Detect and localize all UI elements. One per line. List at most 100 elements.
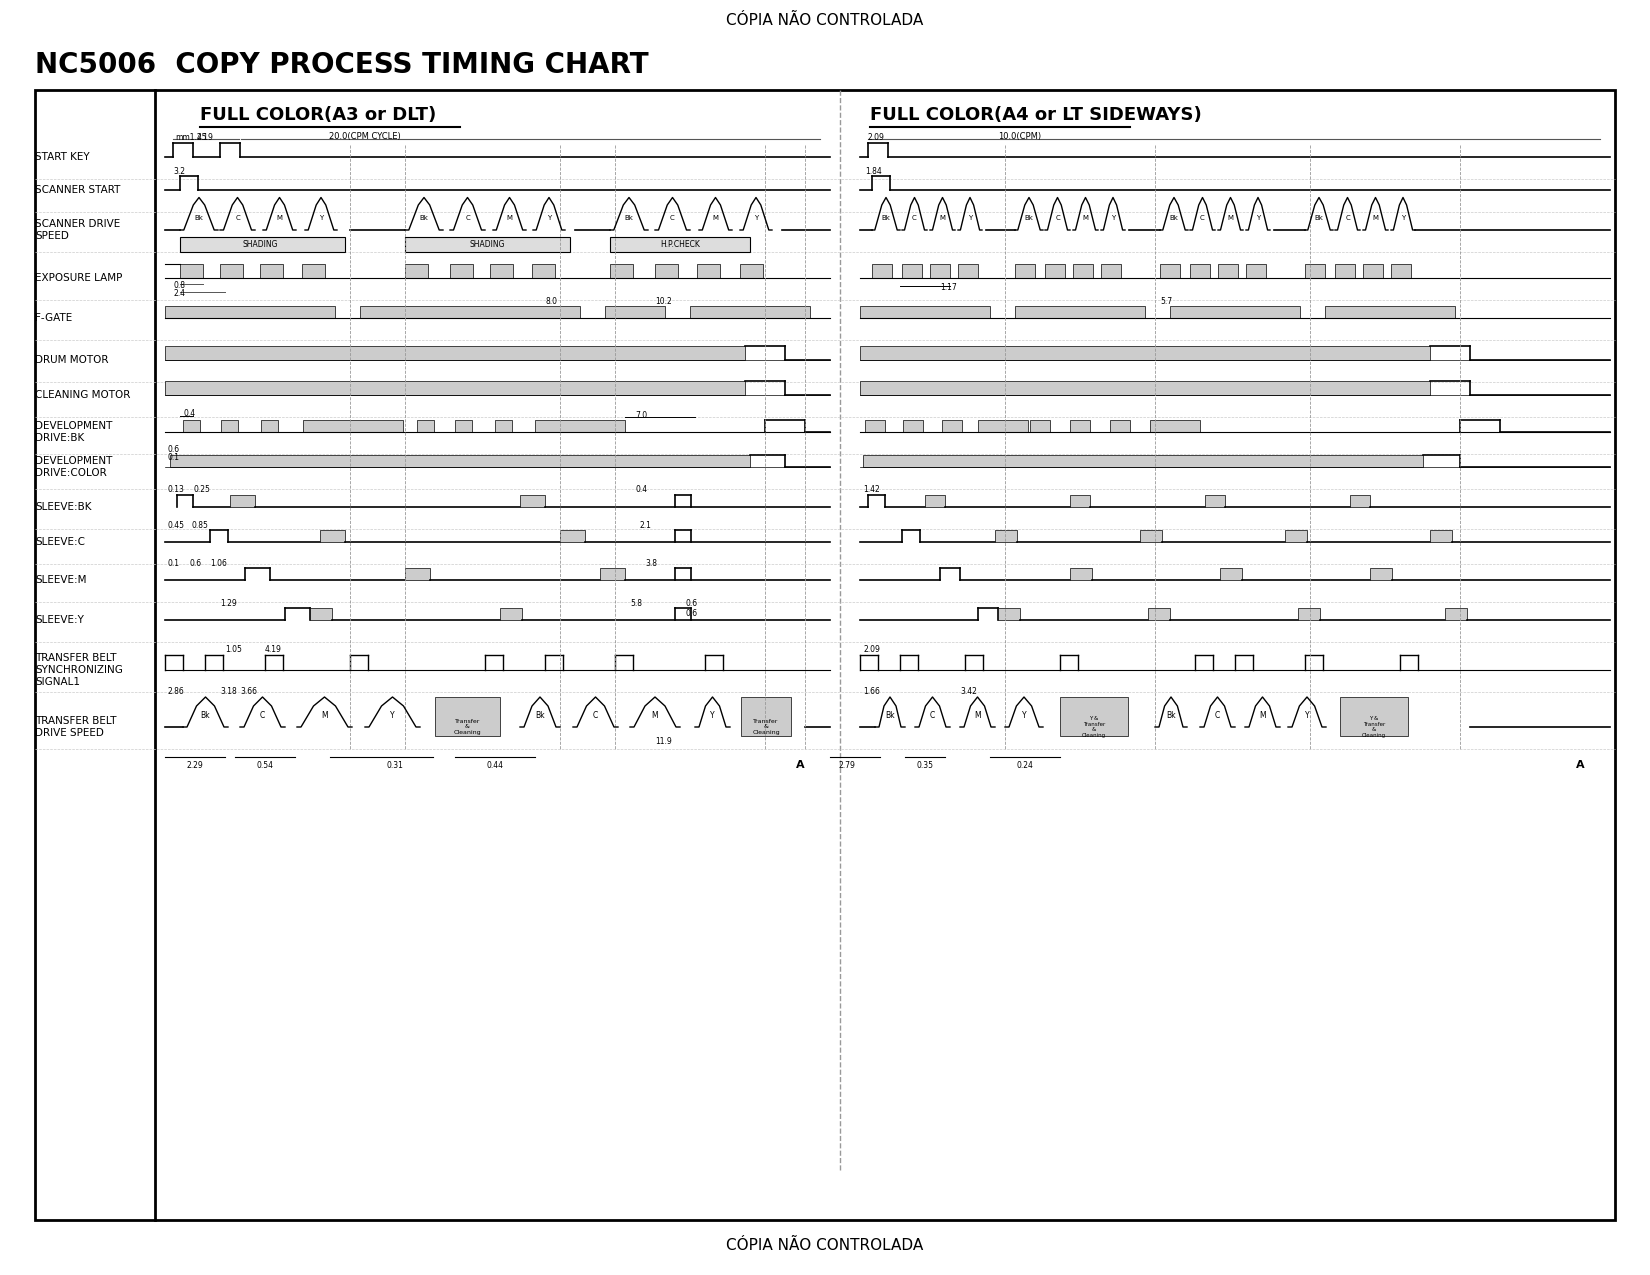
Text: TRANSFER BELT
DRIVE SPEED: TRANSFER BELT DRIVE SPEED xyxy=(35,717,117,738)
Text: SLEEVE:BK: SLEEVE:BK xyxy=(35,502,91,513)
Text: 7.0: 7.0 xyxy=(635,411,647,419)
Bar xyxy=(1370,567,1393,580)
Text: 0.44: 0.44 xyxy=(487,760,503,770)
Bar xyxy=(942,419,962,432)
Bar xyxy=(1110,419,1130,432)
Bar xyxy=(360,306,581,317)
Bar xyxy=(1391,264,1411,278)
Text: Bk: Bk xyxy=(1315,214,1323,221)
Text: 2.09: 2.09 xyxy=(863,645,879,654)
Bar xyxy=(610,237,751,252)
Text: Y: Y xyxy=(1401,214,1406,221)
Text: Y: Y xyxy=(1305,710,1310,719)
Text: START KEY: START KEY xyxy=(35,152,89,162)
Bar xyxy=(1218,264,1238,278)
Text: C: C xyxy=(261,710,266,719)
Bar xyxy=(1340,697,1407,736)
Text: 1.17: 1.17 xyxy=(940,283,957,292)
Text: C: C xyxy=(1200,214,1204,221)
Text: Bk: Bk xyxy=(1025,214,1033,221)
Text: Y: Y xyxy=(1256,214,1261,221)
Text: DRUM MOTOR: DRUM MOTOR xyxy=(35,354,109,365)
Text: NC5006  COPY PROCESS TIMING CHART: NC5006 COPY PROCESS TIMING CHART xyxy=(35,51,648,79)
Text: 0.85: 0.85 xyxy=(191,520,210,529)
Bar xyxy=(310,608,332,620)
Text: SHADING: SHADING xyxy=(243,240,277,249)
Bar xyxy=(1204,495,1224,507)
Bar xyxy=(436,697,500,736)
Text: SHADING: SHADING xyxy=(469,240,505,249)
Bar xyxy=(1069,567,1092,580)
Bar xyxy=(1350,495,1369,507)
Bar xyxy=(559,530,586,542)
Text: 8.0: 8.0 xyxy=(544,297,558,306)
Text: M: M xyxy=(1259,710,1266,719)
Text: 2.4: 2.4 xyxy=(173,289,185,298)
Text: 2.09: 2.09 xyxy=(868,133,884,142)
Bar xyxy=(1299,608,1320,620)
Text: Bk: Bk xyxy=(1170,214,1178,221)
Bar xyxy=(417,419,434,432)
Text: Bk: Bk xyxy=(625,214,634,221)
Text: CÓPIA NÃO CONTROLADA: CÓPIA NÃO CONTROLADA xyxy=(726,13,924,28)
Bar xyxy=(165,381,746,395)
Text: Bk: Bk xyxy=(881,214,891,221)
Text: M: M xyxy=(322,710,328,719)
Text: C: C xyxy=(1345,214,1350,221)
Text: 0.25: 0.25 xyxy=(193,484,210,493)
Text: Y: Y xyxy=(969,214,972,221)
Bar xyxy=(1285,530,1307,542)
Text: M: M xyxy=(277,214,282,221)
Text: 10.2: 10.2 xyxy=(655,297,672,306)
Text: 1.06: 1.06 xyxy=(210,558,228,567)
Bar xyxy=(1445,608,1467,620)
Text: 0.45: 0.45 xyxy=(168,520,185,529)
Text: C: C xyxy=(912,214,917,221)
Bar xyxy=(610,264,634,278)
Bar xyxy=(404,567,431,580)
Bar xyxy=(1246,264,1266,278)
Text: Y: Y xyxy=(389,710,394,719)
Bar xyxy=(1325,306,1455,317)
Text: Bk: Bk xyxy=(201,710,210,719)
Bar xyxy=(1170,306,1300,317)
Text: Y &
Transfer
&
Cleaning: Y & Transfer & Cleaning xyxy=(1082,715,1106,738)
Text: A: A xyxy=(795,760,804,770)
Text: C: C xyxy=(465,214,470,221)
Bar xyxy=(495,419,512,432)
Bar xyxy=(998,608,1020,620)
Bar xyxy=(404,264,427,278)
Text: 10.0(CPM): 10.0(CPM) xyxy=(998,133,1041,142)
Bar xyxy=(302,264,325,278)
Bar xyxy=(741,697,790,736)
Bar xyxy=(1015,264,1035,278)
Bar xyxy=(261,419,277,432)
Bar xyxy=(655,264,678,278)
Bar xyxy=(304,419,403,432)
Bar xyxy=(1140,530,1162,542)
Bar xyxy=(520,495,544,507)
Text: Y &
Transfer
&
Cleaning: Y & Transfer & Cleaning xyxy=(1361,715,1386,738)
Text: 11.9: 11.9 xyxy=(655,737,672,746)
Text: DEVELOPMENT
DRIVE:COLOR: DEVELOPMENT DRIVE:COLOR xyxy=(35,456,112,478)
Bar xyxy=(229,495,256,507)
Text: C: C xyxy=(1214,710,1219,719)
Bar xyxy=(860,381,1431,395)
Text: 0.6: 0.6 xyxy=(685,598,696,607)
Text: Bk: Bk xyxy=(195,214,203,221)
Text: 0.1: 0.1 xyxy=(168,558,180,567)
Bar xyxy=(455,419,472,432)
Text: FULL COLOR(A4 or LT SIDEWAYS): FULL COLOR(A4 or LT SIDEWAYS) xyxy=(870,106,1201,124)
Bar xyxy=(696,264,719,278)
Text: SLEEVE:C: SLEEVE:C xyxy=(35,537,86,547)
Bar xyxy=(978,419,1028,432)
Text: H.P.CHECK: H.P.CHECK xyxy=(660,240,700,249)
Bar xyxy=(739,264,762,278)
Text: 2.86: 2.86 xyxy=(168,687,185,696)
Text: 5.8: 5.8 xyxy=(630,598,642,607)
Text: Bk: Bk xyxy=(1167,710,1176,719)
Text: 0.8: 0.8 xyxy=(173,282,185,291)
Bar xyxy=(931,264,950,278)
Bar xyxy=(1150,419,1200,432)
Text: 2.1: 2.1 xyxy=(640,520,652,529)
